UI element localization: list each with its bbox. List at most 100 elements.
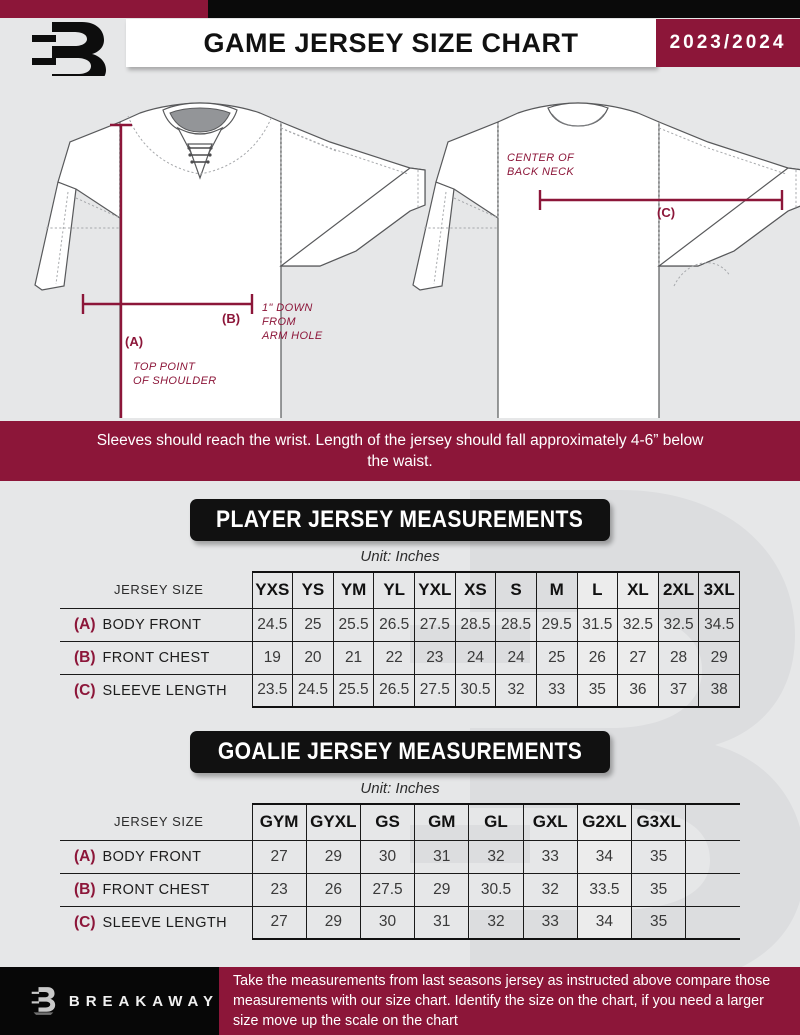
size-header-cell: G3XL (631, 803, 687, 841)
size-header-cell: S (495, 571, 537, 609)
breakaway-b-logo-icon (31, 987, 56, 1015)
measurement-value-cell: 26.5 (373, 673, 415, 708)
measurement-value-cell: 29 (305, 839, 361, 874)
measurement-value-cell: 27.5 (414, 673, 456, 708)
measurement-value-cell: 27.5 (414, 607, 456, 642)
label-a-note-line1: TOP POINT (133, 361, 196, 373)
measurement-key: (C) (74, 913, 96, 931)
measurement-value-cell: 24.5 (292, 673, 334, 708)
measurement-value-cell: 24 (454, 640, 497, 675)
measurement-value-cell: 31.5 (576, 607, 619, 642)
measurement-value-cell: 34 (576, 839, 633, 874)
measurement-value-cell: 22 (373, 640, 415, 675)
measurement-value-cell: 33 (535, 673, 578, 708)
size-header-cell: YL (373, 571, 415, 609)
season-year-label: 2023/2024 (669, 32, 787, 53)
page-footer: BREAKAWAY Take the measurements from las… (0, 967, 800, 1035)
measurement-value-cell: 35 (631, 839, 687, 874)
size-header-cell (685, 803, 740, 841)
goalie-section-title-pill: GOALIE JERSEY MEASUREMENTS (190, 731, 610, 773)
player-section-title: PLAYER JERSEY MEASUREMENTS (216, 506, 584, 533)
size-header-cell: YXL (414, 571, 456, 609)
measurement-value-cell (685, 905, 740, 940)
measurement-value-cell: 34 (576, 905, 633, 940)
table-row: (A) BODY FRONT 27 29 30 31 32 33 34 35 (60, 839, 740, 874)
measurement-value-cell: 32 (468, 839, 524, 874)
measurement-value-cell: 32 (522, 872, 578, 907)
measurement-name: FRONT CHEST (102, 881, 210, 898)
measurement-label-cell: (B) FRONT CHEST (60, 640, 253, 675)
table-row: (A) BODY FRONT 24.5 25 25.5 26.5 27.5 28.5 28.5 2… (60, 607, 740, 642)
measurement-value-cell: 23 (251, 872, 307, 907)
measurement-value-cell: 35 (631, 905, 687, 940)
measurement-value-cell: 31 (414, 905, 470, 940)
measurement-value-cell: 24.5 (251, 607, 294, 642)
label-c-note-line1: CENTER OF (507, 152, 575, 164)
table-header-row: JERSEY SIZE GYM GYXL GS GM GL GXL G2XL G3XL (60, 803, 740, 841)
top-accent-strip-black (208, 0, 800, 18)
size-header-cell: YM (332, 571, 375, 609)
jersey-diagram: .jo { fill:#ffffff; stroke:#58595b; stro… (0, 70, 800, 418)
footer-brand-box: BREAKAWAY (0, 967, 219, 1035)
measurement-value-cell: 23.5 (251, 673, 294, 708)
measurement-value-cell: 32 (468, 905, 524, 940)
dimension-b-line (81, 294, 254, 314)
measurement-value-cell: 34.5 (698, 607, 740, 642)
measurement-value-cell: 27 (251, 905, 307, 940)
measurement-value-cell: 27 (251, 839, 307, 874)
fit-note-band: Sleeves should reach the wrist. Length o… (0, 421, 800, 481)
label-b-note-line1: 1" DOWN (262, 302, 313, 314)
measurement-value-cell: 29 (305, 905, 361, 940)
size-header-cell: 3XL (698, 571, 740, 609)
size-header-cell: 2XL (657, 571, 700, 609)
goalie-unit-label: Unit: Inches (360, 780, 440, 797)
measurement-value-cell: 33 (522, 839, 578, 874)
label-b-note-line3: ARM HOLE (261, 330, 323, 342)
measurement-value-cell: 23 (414, 640, 456, 675)
goalie-section-title: GOALIE JERSEY MEASUREMENTS (217, 738, 583, 765)
measurement-value-cell: 33.5 (576, 872, 633, 907)
measurement-name: BODY FRONT (102, 848, 202, 865)
measurement-value-cell: 30 (359, 905, 416, 940)
goalie-measurements-table: JERSEY SIZE GYM GYXL GS GM GL GXL G2XL G3XL (A) BO… (60, 803, 740, 940)
size-header-cell: G2XL (576, 803, 633, 841)
measurement-label-cell: (A) BODY FRONT (60, 607, 253, 642)
measurement-value-cell (685, 872, 740, 907)
season-year-badge: 2023/2024 (656, 19, 800, 67)
page-header: GAME JERSEY SIZE CHART 2023/2024 (0, 18, 800, 76)
measurement-value-cell: 32 (495, 673, 537, 708)
fit-note-text: Sleeves should reach the wrist. Length o… (96, 432, 704, 470)
size-header-cell: XS (454, 571, 497, 609)
measurement-value-cell: 32.5 (617, 607, 659, 642)
table-row: (B) FRONT CHEST 19 20 21 22 23 24 24 25 26 27 28 29 (60, 640, 740, 675)
jersey-size-header-cell: JERSEY SIZE (60, 804, 253, 841)
measurement-value-cell: 27.5 (359, 872, 416, 907)
measurement-value-cell: 27 (617, 640, 659, 675)
size-header-cell: GYXL (305, 803, 361, 841)
size-header-cell: L (576, 571, 619, 609)
table-row: (C) SLEEVE LENGTH 23.5 24.5 25.5 26.5 27.5 30.5… (60, 673, 740, 708)
label-a-note-line2: OF SHOULDER (133, 375, 217, 387)
measurement-value-cell (685, 839, 740, 874)
measurement-value-cell: 38 (698, 673, 740, 708)
jersey-front-illustration (34, 102, 426, 418)
size-header-cell: XL (617, 571, 659, 609)
measurement-value-cell: 19 (251, 640, 294, 675)
measurement-label-cell: (B) FRONT CHEST (60, 872, 253, 907)
measurement-value-cell: 36 (617, 673, 659, 708)
measurement-value-cell: 21 (332, 640, 375, 675)
jersey-back-illustration (412, 102, 800, 418)
measurement-key: (C) (74, 681, 96, 699)
measurement-value-cell: 25 (292, 607, 334, 642)
measurement-value-cell: 29 (414, 872, 470, 907)
measurement-value-cell: 31 (414, 839, 470, 874)
size-header-cell: GXL (522, 803, 578, 841)
player-measurements-table: JERSEY SIZE YXS YS YM YL YXL XS S M L XL 2XL 3XL (A) B… (60, 571, 740, 708)
measurement-value-cell: 28.5 (454, 607, 497, 642)
size-header-cell: GS (359, 803, 416, 841)
measurement-key: (B) (74, 648, 96, 666)
measurement-value-cell: 28 (657, 640, 700, 675)
table-row: (B) FRONT CHEST 23 26 27.5 29 30.5 32 33.5 35 (60, 872, 740, 907)
measurement-value-cell: 30.5 (454, 673, 497, 708)
